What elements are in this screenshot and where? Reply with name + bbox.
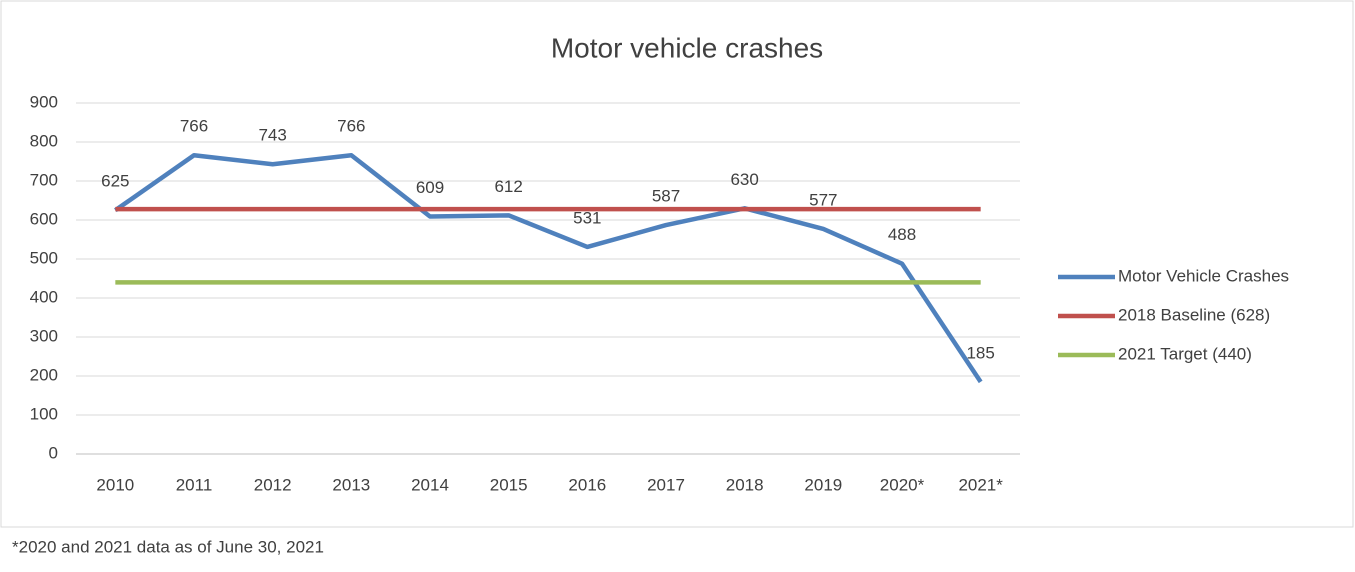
data-label: 609 [416, 178, 444, 197]
x-tick-label: 2019 [804, 475, 842, 494]
data-label: 766 [337, 117, 365, 136]
y-tick-label: 100 [30, 404, 58, 423]
x-tick-label: 2018 [726, 475, 764, 494]
footnote: *2020 and 2021 data as of June 30, 2021 [12, 537, 324, 556]
y-tick-label: 400 [30, 287, 58, 306]
y-tick-label: 200 [30, 365, 58, 384]
data-label: 630 [730, 170, 758, 189]
x-tick-label: 2011 [176, 475, 213, 494]
y-tick-label: 600 [30, 209, 58, 228]
data-label: 766 [180, 117, 208, 136]
y-tick-label: 700 [30, 170, 58, 189]
data-label: 531 [573, 208, 601, 227]
x-tick-label: 2016 [568, 475, 606, 494]
data-label: 185 [966, 343, 994, 362]
data-label: 577 [809, 190, 837, 209]
data-label: 743 [258, 126, 286, 145]
x-tick-label: 2015 [490, 475, 528, 494]
x-tick-label: 2021* [958, 475, 1003, 494]
y-tick-label: 300 [30, 326, 58, 345]
chart-title: Motor vehicle crashes [551, 32, 823, 63]
legend-label: 2018 Baseline (628) [1118, 305, 1270, 324]
legend-label: 2021 Target (440) [1118, 344, 1252, 363]
legend-label: Motor Vehicle Crashes [1118, 266, 1289, 285]
y-tick-label: 500 [30, 248, 58, 267]
y-tick-label: 800 [30, 131, 58, 150]
x-tick-label: 2017 [647, 475, 685, 494]
y-tick-label: 900 [30, 92, 58, 111]
x-tick-label: 2012 [254, 475, 292, 494]
x-tick-label: 2020* [880, 475, 925, 494]
chart-border [0, 0, 1354, 528]
series-line [114, 153, 983, 384]
x-tick-label: 2014 [411, 475, 449, 494]
y-tick-label: 0 [49, 443, 58, 462]
data-label: 625 [101, 172, 129, 191]
data-label: 488 [888, 225, 916, 244]
data-label: 587 [652, 187, 680, 206]
x-tick-label: 2013 [332, 475, 370, 494]
data-label: 612 [494, 177, 522, 196]
x-tick-label: 2010 [96, 475, 134, 494]
